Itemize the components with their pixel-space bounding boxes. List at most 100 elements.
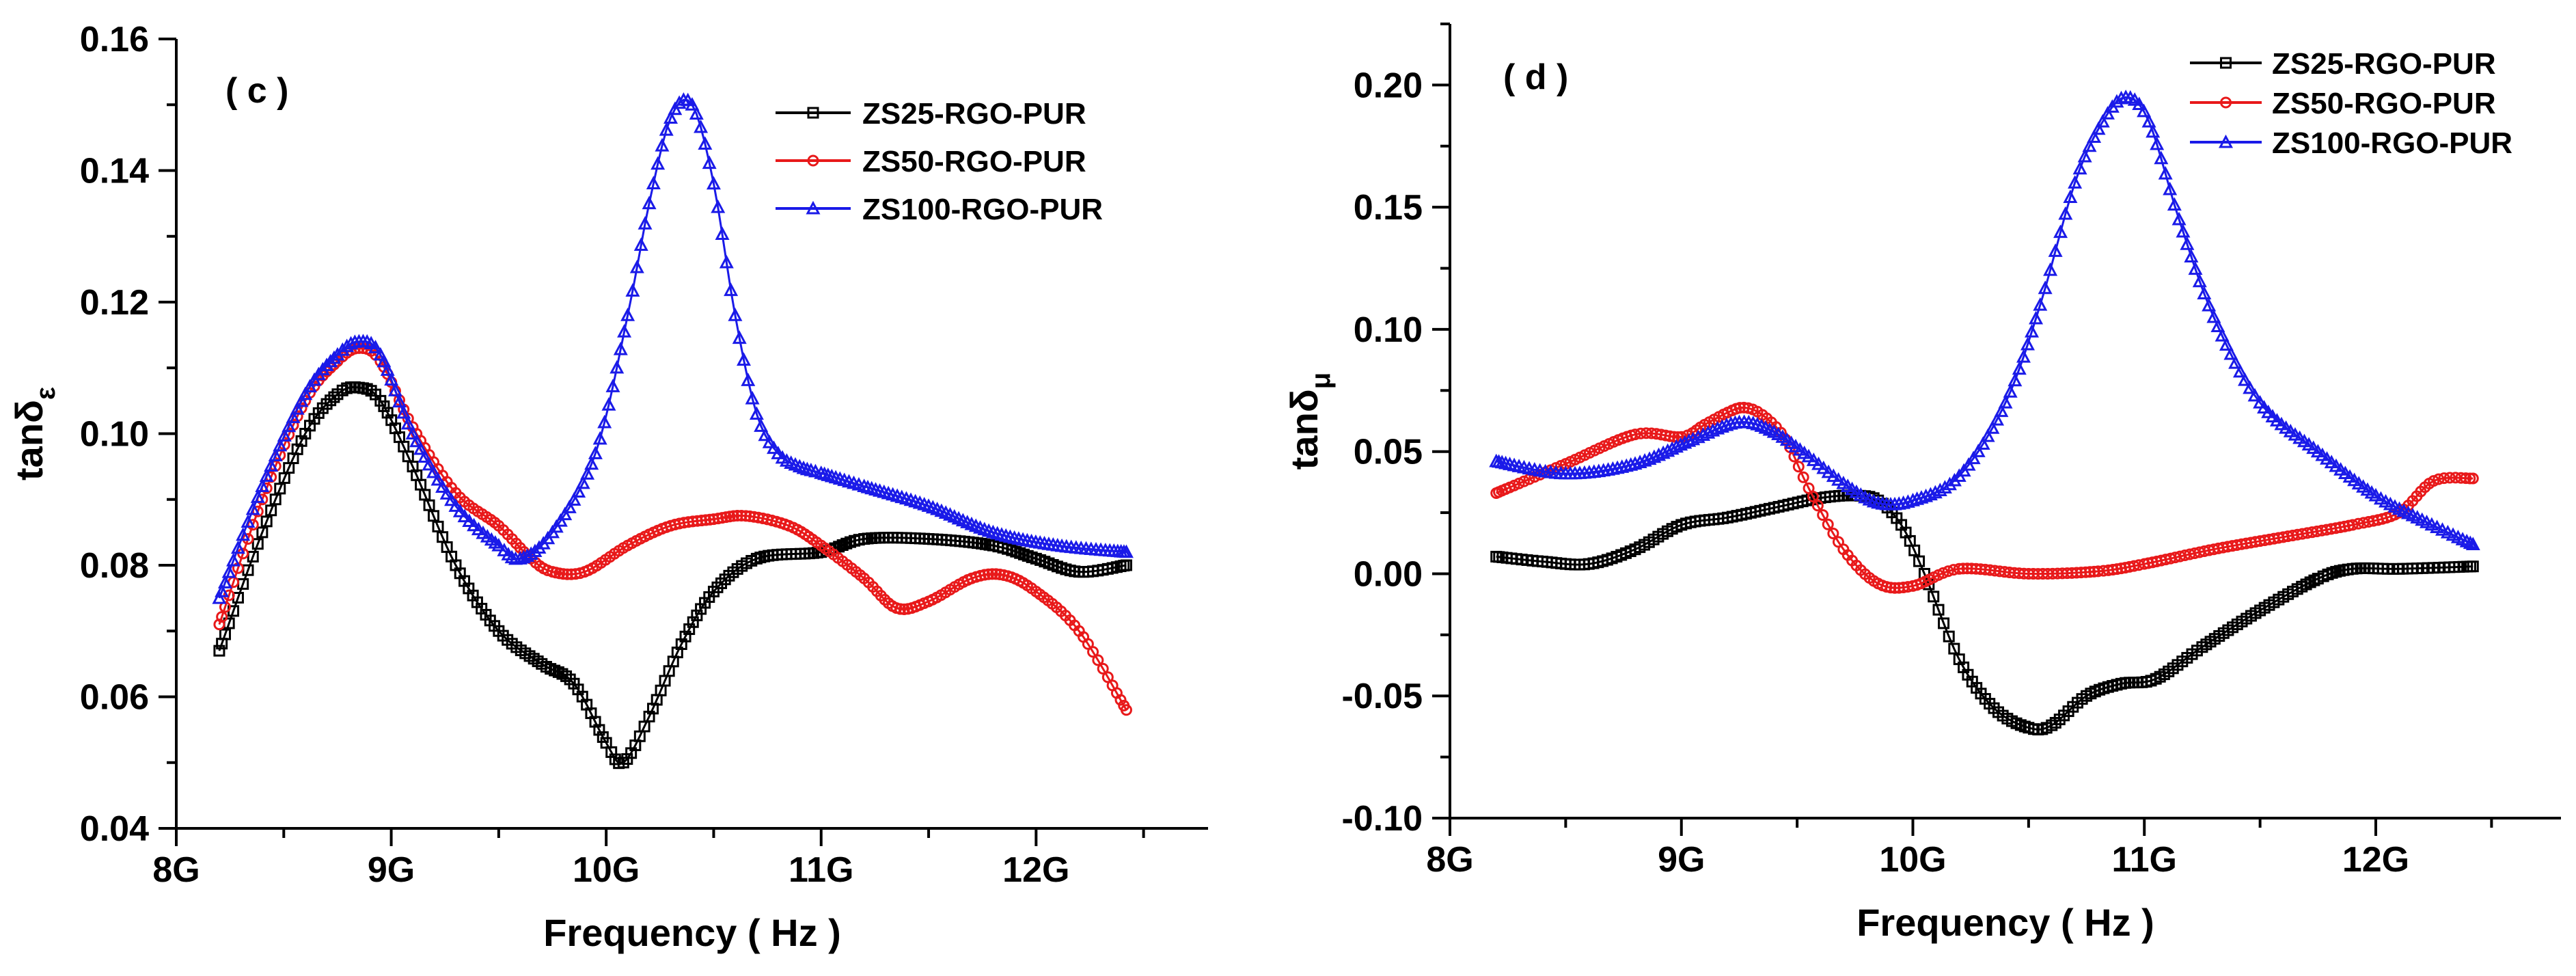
legend-label: ZS100-RGO-PUR — [862, 193, 1103, 226]
data-point — [694, 119, 709, 133]
data-point — [749, 406, 764, 420]
data-point — [2141, 113, 2156, 128]
data-point — [728, 308, 743, 321]
y-tick-label: 0.10 — [80, 415, 149, 455]
y-tick-label: 0.12 — [80, 283, 149, 323]
data-point — [1975, 436, 1990, 450]
data-point — [1953, 562, 1965, 575]
y-tick-label: 0.06 — [80, 678, 149, 718]
data-point — [2082, 138, 2097, 152]
data-point — [557, 568, 569, 580]
data-point — [2163, 181, 2178, 195]
data-point — [405, 426, 420, 439]
data-point — [2368, 487, 2383, 502]
data-point — [1801, 448, 1816, 463]
data-point — [646, 176, 661, 189]
data-point — [2443, 472, 2456, 484]
data-point — [282, 418, 297, 433]
data-point — [2188, 261, 2203, 275]
data-point — [672, 95, 687, 109]
data-point — [629, 259, 644, 273]
data-point — [1714, 419, 1729, 433]
data-point — [1822, 518, 1834, 530]
data-point — [605, 379, 620, 392]
data-point — [2132, 96, 2147, 111]
data-point — [724, 282, 739, 297]
data-point — [428, 510, 440, 522]
data-point — [1682, 433, 1697, 447]
data-point — [561, 568, 573, 580]
data-point — [1928, 591, 1940, 603]
data-point — [2063, 189, 2078, 204]
data-point — [1937, 480, 1952, 493]
data-point — [2428, 475, 2440, 487]
data-point — [380, 362, 395, 376]
data-point — [1990, 411, 2005, 426]
data-point — [2346, 519, 2359, 531]
data-point — [430, 472, 446, 486]
data-point — [2465, 537, 2480, 551]
data-point — [650, 156, 666, 170]
data-point — [2087, 129, 2102, 144]
legend-label: ZS50-RGO-PUR — [862, 145, 1086, 178]
data-point — [457, 509, 472, 523]
data-point — [215, 584, 230, 597]
data-point — [2158, 165, 2173, 180]
data-point — [558, 506, 573, 521]
data-point — [2243, 380, 2258, 394]
data-point — [221, 564, 236, 578]
data-point — [396, 405, 411, 419]
y-axis-title: tanδμ — [1283, 372, 1336, 470]
x-tick-label: 12G — [2342, 840, 2409, 880]
data-point — [2012, 361, 2027, 375]
data-point — [1923, 487, 1938, 501]
data-point — [737, 352, 751, 366]
data-point — [2154, 150, 2169, 165]
data-point — [423, 499, 435, 511]
data-point — [327, 350, 342, 364]
data-point — [2202, 297, 2217, 312]
data-point — [250, 489, 265, 503]
data-point — [1623, 457, 1639, 471]
data-point — [1619, 458, 1634, 472]
data-point — [213, 645, 225, 657]
x-tick-label: 9G — [1658, 840, 1705, 880]
data-point — [1668, 431, 1680, 443]
data-point — [328, 391, 340, 403]
data-point — [1971, 444, 1986, 457]
data-point — [2435, 522, 2450, 536]
data-point — [387, 383, 402, 396]
data-point — [1821, 464, 1836, 478]
data-point — [1913, 555, 1926, 567]
data-point — [230, 540, 245, 554]
data-point — [1518, 475, 1530, 487]
data-point — [2467, 560, 2479, 573]
data-point — [2058, 206, 2073, 220]
data-point — [1985, 420, 2000, 434]
data-point — [368, 340, 383, 353]
data-point — [1980, 428, 1995, 442]
data-point — [1994, 403, 2009, 418]
data-point — [2137, 103, 2152, 118]
data-point — [344, 336, 359, 350]
data-point — [1811, 456, 1826, 470]
data-point — [1628, 456, 1643, 470]
data-point — [247, 519, 259, 531]
data-point — [1647, 449, 1662, 463]
data-point — [617, 324, 632, 338]
y-tick-label: 0.00 — [1354, 554, 1423, 594]
data-point — [663, 110, 679, 124]
chart-panel-0: 8G 9G 10G 11G 12G 0.04 0.06 0.08 0.10 0.12 0.14 0.1… — [8, 20, 1208, 954]
data-point — [1914, 490, 1929, 504]
data-point — [319, 357, 334, 371]
data-point — [2029, 310, 2044, 325]
data-point — [444, 492, 459, 506]
data-point — [2460, 472, 2472, 485]
data-point — [613, 341, 628, 355]
legend-label: ZS100-RGO-PUR — [2272, 126, 2512, 160]
data-point — [2146, 124, 2161, 138]
data-point — [409, 433, 424, 448]
data-point — [740, 510, 752, 522]
data-point — [1632, 455, 1647, 468]
data-point — [523, 546, 538, 560]
